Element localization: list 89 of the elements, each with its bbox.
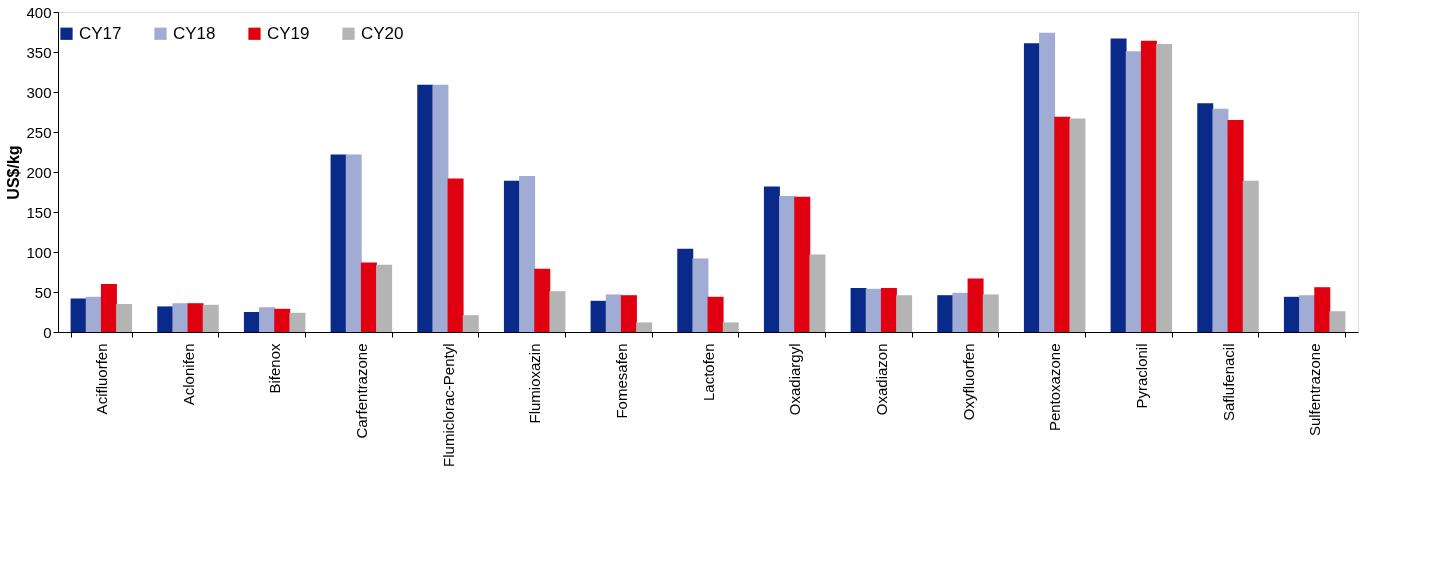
bar bbox=[259, 307, 276, 332]
bar bbox=[549, 291, 566, 332]
bar bbox=[1314, 287, 1331, 332]
y-tick-label: 50 bbox=[34, 283, 52, 301]
bar bbox=[1039, 32, 1056, 332]
x-tick-label: Carfentrazone bbox=[352, 343, 370, 439]
bar bbox=[447, 178, 464, 332]
y-tick-label: 200 bbox=[26, 163, 52, 181]
x-tick-label: Oxyfluorfen bbox=[959, 343, 977, 421]
bar bbox=[1125, 51, 1142, 332]
bar bbox=[330, 154, 347, 332]
bar bbox=[809, 254, 826, 332]
y-tick-label: 350 bbox=[26, 43, 52, 61]
bar bbox=[590, 300, 607, 332]
x-tick-label: Flumiclorac-Pentyl bbox=[439, 343, 457, 467]
x-tick-label: Lactofen bbox=[699, 343, 717, 402]
x-tick-label: Flumioxazin bbox=[526, 343, 544, 424]
bar bbox=[187, 303, 204, 332]
x-tick-label: Oxadiazon bbox=[872, 343, 890, 416]
x-tick-label: Pentoxazone bbox=[1046, 343, 1064, 432]
bar bbox=[534, 268, 551, 332]
bar bbox=[865, 288, 882, 332]
bar bbox=[850, 288, 867, 332]
bar bbox=[707, 296, 724, 332]
bar bbox=[1329, 311, 1346, 332]
bar bbox=[896, 295, 913, 332]
bar bbox=[677, 248, 694, 332]
bar bbox=[360, 262, 377, 332]
bar bbox=[763, 186, 780, 332]
y-tick-label: 250 bbox=[26, 123, 52, 141]
bar bbox=[1212, 108, 1229, 332]
x-tick-label: Acifluorfen bbox=[92, 343, 110, 415]
bar bbox=[85, 296, 102, 332]
bar bbox=[70, 298, 87, 332]
bar bbox=[605, 294, 622, 332]
bar bbox=[417, 84, 434, 332]
bar bbox=[620, 295, 637, 332]
bar bbox=[202, 304, 219, 332]
bar bbox=[1069, 118, 1086, 332]
bar bbox=[503, 180, 520, 332]
bar bbox=[172, 303, 189, 332]
x-tick-label: Oxadiargyl bbox=[786, 343, 804, 416]
bar bbox=[636, 322, 653, 332]
bar bbox=[519, 176, 536, 332]
x-tick-label: Pyraclonil bbox=[1132, 343, 1150, 409]
bar bbox=[880, 288, 897, 332]
bar bbox=[345, 154, 362, 332]
bar bbox=[1110, 38, 1127, 332]
bar bbox=[1197, 103, 1214, 332]
x-tick-label: Fomesafen bbox=[612, 343, 630, 419]
y-tick-label: 100 bbox=[26, 243, 52, 261]
bar bbox=[779, 196, 796, 332]
legend-label: CY20 bbox=[361, 23, 404, 43]
y-axis-title: US$/kg bbox=[5, 145, 23, 200]
bar bbox=[1140, 40, 1157, 332]
y-tick-label: 150 bbox=[26, 203, 52, 221]
x-tick-label: Bifenox bbox=[266, 343, 284, 394]
bar bbox=[289, 312, 306, 332]
y-tick-label: 300 bbox=[26, 83, 52, 101]
x-tick-label: Saflufenacil bbox=[1219, 343, 1237, 422]
bar bbox=[116, 304, 133, 332]
bar bbox=[243, 312, 260, 332]
bar bbox=[1283, 296, 1300, 332]
legend-label: CY17 bbox=[79, 23, 122, 43]
legend-label: CY18 bbox=[173, 23, 216, 43]
bar bbox=[794, 196, 811, 332]
bar bbox=[1299, 295, 1316, 332]
y-tick-label: 400 bbox=[26, 3, 52, 21]
bar bbox=[982, 294, 999, 332]
bar bbox=[1227, 120, 1244, 332]
bar bbox=[462, 315, 479, 332]
bar bbox=[967, 278, 984, 332]
bar bbox=[1242, 180, 1259, 332]
bar bbox=[692, 258, 709, 332]
x-tick-label: Aclonifen bbox=[179, 343, 197, 406]
bar bbox=[157, 306, 174, 332]
bar bbox=[1023, 43, 1040, 332]
legend-label: CY19 bbox=[267, 23, 310, 43]
bar bbox=[432, 84, 449, 332]
bar bbox=[937, 295, 954, 332]
y-tick-label: 0 bbox=[43, 323, 52, 341]
bar bbox=[274, 308, 291, 332]
bar bbox=[1054, 116, 1071, 332]
bar bbox=[1156, 44, 1173, 332]
bar bbox=[952, 292, 969, 332]
bar bbox=[100, 284, 117, 332]
x-tick-label: Sulfentrazone bbox=[1306, 343, 1324, 437]
bar bbox=[722, 322, 739, 332]
bar bbox=[376, 264, 393, 332]
